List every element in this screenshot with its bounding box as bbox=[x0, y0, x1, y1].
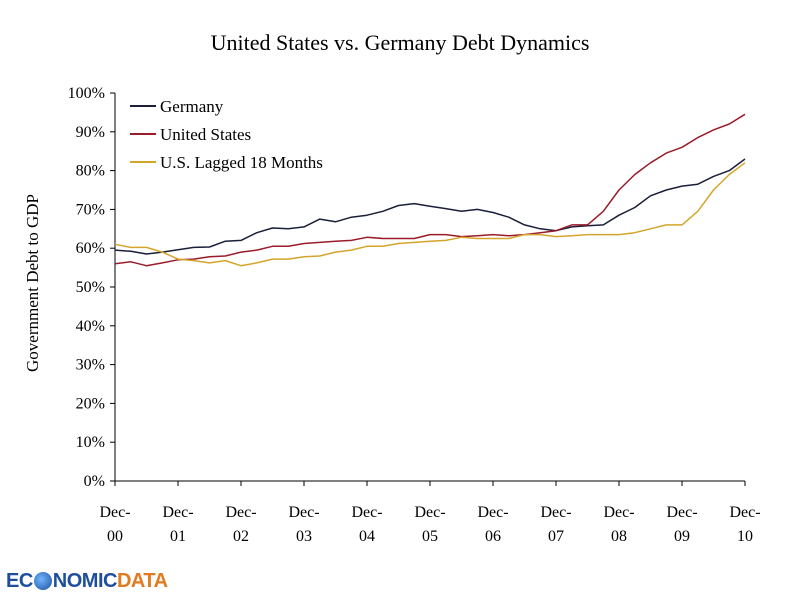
y-tick-label: 50% bbox=[76, 279, 105, 296]
x-tick-label: Dec- 00 bbox=[99, 504, 130, 545]
x-tick-label-line1: Dec- bbox=[666, 504, 697, 521]
series-lines bbox=[114, 113, 746, 267]
x-tick-label-line2: 03 bbox=[296, 528, 312, 545]
y-tick-label: 10% bbox=[76, 434, 105, 451]
x-tick-label-line2: 08 bbox=[611, 528, 627, 545]
y-tick-label: 100% bbox=[68, 85, 105, 102]
x-tick-label-line2: 01 bbox=[170, 528, 186, 545]
x-tick-label: Dec- 10 bbox=[729, 504, 760, 545]
x-tick-label-line1: Dec- bbox=[729, 504, 760, 521]
x-tick-label-line1: Dec- bbox=[603, 504, 634, 521]
x-tick-label-line1: Dec- bbox=[162, 504, 193, 521]
y-axis-title: Government Debt to GDP bbox=[23, 194, 42, 372]
x-tick-label-line2: 06 bbox=[485, 528, 501, 545]
y-axis: 0% 10% 20% 30% 40% 50% 60% 70% 80% 90% 100% bbox=[68, 85, 116, 490]
x-tick-label-line1: Dec- bbox=[99, 504, 130, 521]
x-tick-label: Dec- 04 bbox=[351, 504, 382, 545]
x-tick-label: Dec- 07 bbox=[540, 504, 571, 545]
y-tick-label: 40% bbox=[76, 318, 105, 335]
legend-label: U.S. Lagged 18 Months bbox=[160, 153, 323, 172]
x-tick-label: Dec- 06 bbox=[477, 504, 508, 545]
x-tick-label: Dec- 05 bbox=[414, 504, 445, 545]
y-tick-label: 80% bbox=[76, 163, 105, 180]
legend-label: United States bbox=[160, 125, 251, 144]
y-tick-label: 60% bbox=[76, 240, 105, 257]
x-tick-label-line1: Dec- bbox=[288, 504, 319, 521]
logo-text-ec: EC bbox=[6, 569, 33, 592]
x-tick-label-line2: 04 bbox=[359, 528, 375, 545]
x-tick-label-line1: Dec- bbox=[477, 504, 508, 521]
x-tick-label: Dec- 08 bbox=[603, 504, 634, 545]
x-tick-label-line1: Dec- bbox=[225, 504, 256, 521]
series-line-0 bbox=[114, 158, 746, 255]
x-tick-label: Dec- 03 bbox=[288, 504, 319, 545]
globe-icon bbox=[33, 572, 52, 590]
y-tick-label: 90% bbox=[76, 124, 105, 141]
x-tick-label: Dec- 09 bbox=[666, 504, 697, 545]
x-tick-label-line2: 00 bbox=[107, 528, 123, 545]
logo-text-nomic: NOMIC bbox=[52, 569, 118, 592]
x-tick-label-line2: 07 bbox=[548, 528, 564, 545]
x-tick-label: Dec- 01 bbox=[162, 504, 193, 545]
series-line-2 bbox=[114, 162, 746, 267]
x-tick-label-line2: 02 bbox=[233, 528, 249, 545]
logo-text-data: DATA bbox=[116, 569, 168, 592]
x-tick-label-line1: Dec- bbox=[351, 504, 382, 521]
x-tick-label-line2: 05 bbox=[422, 528, 438, 545]
series-line-1 bbox=[114, 113, 746, 267]
economic-data-logo: EC NOMIC DATA bbox=[6, 568, 168, 594]
x-tick-label-line2: 09 bbox=[674, 528, 690, 545]
y-tick-label: 20% bbox=[76, 395, 105, 412]
x-tick-label-line1: Dec- bbox=[414, 504, 445, 521]
x-tick-label-line1: Dec- bbox=[540, 504, 571, 521]
y-tick-label: 0% bbox=[84, 473, 105, 490]
y-tick-label: 70% bbox=[76, 201, 105, 218]
x-tick-label: Dec- 02 bbox=[225, 504, 256, 545]
y-tick-label: 30% bbox=[76, 357, 105, 374]
x-axis: Dec-00Dec-01Dec-02Dec-03Dec-04Dec-05Dec-… bbox=[99, 480, 761, 545]
chart-title: United States vs. Germany Debt Dynamics bbox=[210, 30, 590, 55]
legend-label: Germany bbox=[160, 97, 224, 116]
legend: Germany United States U.S. Lagged 18 Month… bbox=[130, 97, 323, 172]
x-tick-label-line2: 10 bbox=[737, 528, 753, 545]
